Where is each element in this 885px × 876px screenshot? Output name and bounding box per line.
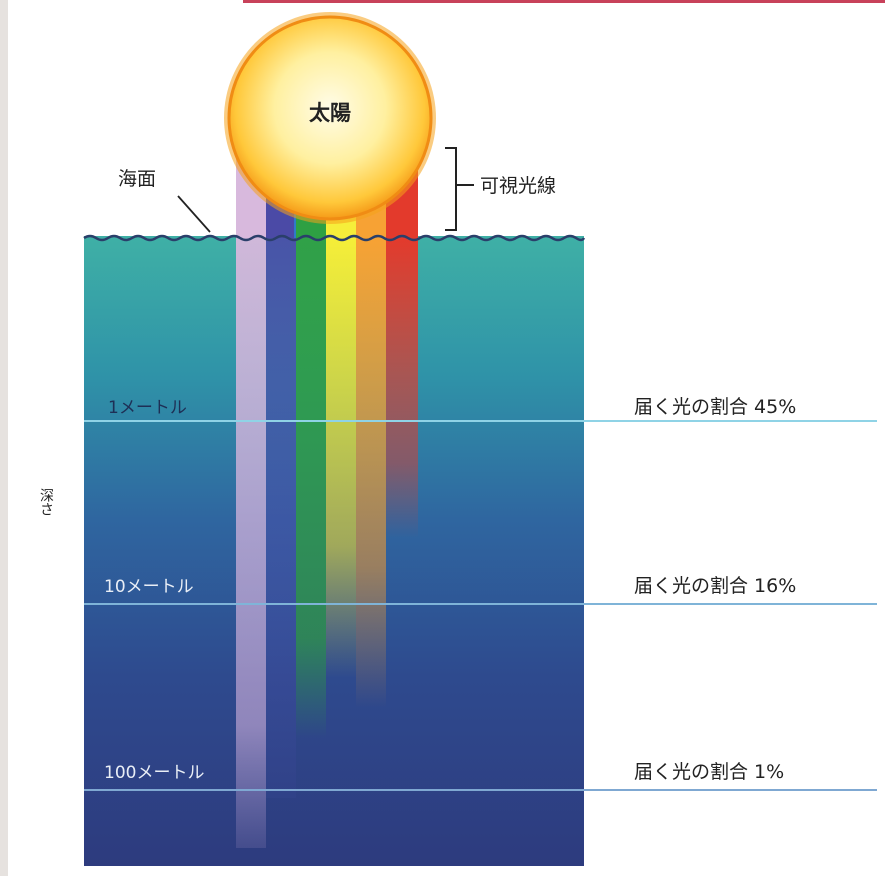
indigo-penetration [266, 238, 296, 798]
underwater-light-bands [236, 238, 418, 848]
red-penetration [386, 238, 418, 538]
depth-level-10m: 10メートル 届く光の割合 16% [84, 575, 877, 605]
ratio-label-1m: 届く光の割合 45% [634, 396, 796, 418]
depth-level-1m: 1メートル 届く光の割合 45% [84, 396, 877, 422]
depth-level-100m: 100メートル 届く光の割合 1% [84, 761, 877, 791]
visible-light-label: 可視光線 [480, 175, 556, 197]
top-accent-bar [243, 0, 885, 3]
sea-surface-pointer [177, 195, 211, 233]
visible-light-bracket [445, 147, 474, 231]
sun-label: 太陽 [309, 101, 351, 125]
ratio-label-10m: 届く光の割合 16% [634, 575, 796, 597]
yellow-penetration [326, 238, 356, 678]
depth-label-1m: 1メートル [108, 398, 187, 418]
sea-surface-label: 海面 [118, 168, 156, 190]
depth-axis-label: 深さ [38, 488, 54, 516]
depth-label-100m: 100メートル [104, 763, 204, 783]
sea-surface-line [83, 234, 586, 242]
ratio-label-100m: 届く光の割合 1% [634, 761, 784, 783]
violet-penetration [236, 238, 266, 848]
sun: 太陽 [224, 12, 436, 224]
orange-penetration [356, 238, 386, 708]
depth-label-10m: 10メートル [104, 577, 194, 597]
green-penetration [296, 238, 326, 738]
